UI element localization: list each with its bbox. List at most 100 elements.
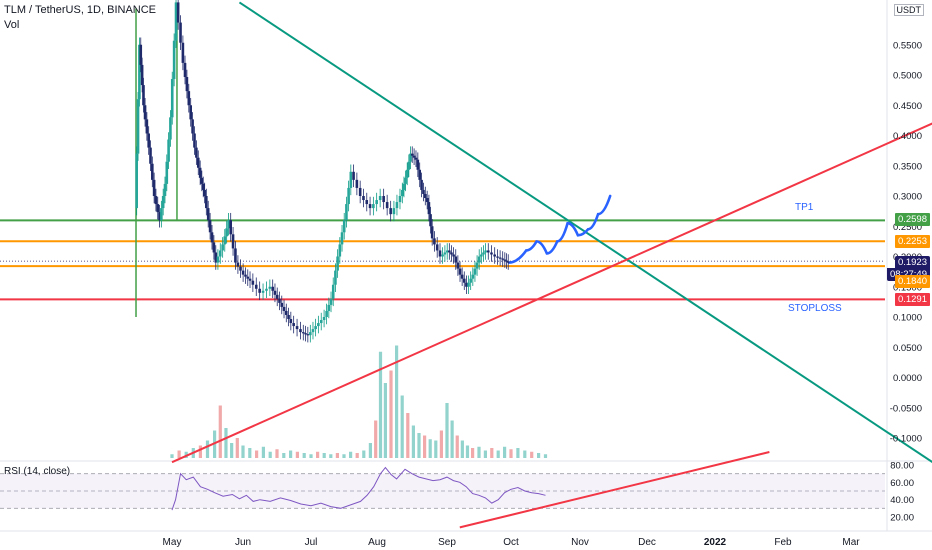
- candle-body: [424, 193, 427, 199]
- volume-bar: [543, 454, 548, 458]
- candle-body: [338, 244, 342, 257]
- candle-body: [278, 298, 281, 303]
- candle-body: [135, 153, 138, 209]
- candle-body: [317, 323, 320, 327]
- candle-body: [203, 189, 206, 196]
- candle-body: [212, 242, 216, 253]
- candle-body: [448, 250, 451, 253]
- volume-bar: [417, 433, 421, 458]
- volume-bar: [406, 413, 410, 458]
- volume-bar: [523, 450, 527, 458]
- candle-body: [201, 183, 205, 190]
- projection-path: [507, 194, 612, 264]
- candle-body: [345, 204, 348, 221]
- candle-body: [287, 314, 290, 320]
- time-tick-label: Jun: [235, 537, 251, 548]
- symbol-title[interactable]: TLM / TetherUS, 1D, BINANCE: [4, 4, 157, 16]
- volume-bar: [537, 453, 541, 458]
- time-tick-label: May: [163, 537, 182, 548]
- candle-body: [218, 250, 222, 257]
- candle-body: [295, 326, 299, 330]
- volume-bar: [465, 445, 470, 458]
- candle-body: [480, 254, 483, 257]
- candle-body: [261, 290, 265, 293]
- price-tick-label: 0.3000: [893, 192, 922, 203]
- volume-bar: [275, 449, 279, 458]
- candle-body: [392, 208, 396, 215]
- candle-body: [183, 62, 187, 78]
- volume-bar: [411, 425, 415, 458]
- time-tick-label: Aug: [368, 537, 386, 548]
- candle-body: [216, 256, 220, 263]
- volume-bar: [255, 450, 259, 458]
- volume-bar: [224, 428, 228, 458]
- currency-button[interactable]: USDT: [893, 4, 924, 16]
- candle-body: [372, 204, 375, 209]
- candle-body: [152, 179, 156, 196]
- volume-bar: [205, 440, 210, 458]
- candle-body: [140, 64, 144, 86]
- candle-body: [275, 294, 279, 299]
- candle-body: [301, 332, 305, 334]
- trend-line: [171, 122, 932, 464]
- candle-body: [462, 278, 466, 283]
- volume-bar: [460, 440, 464, 458]
- candle-body: [327, 304, 331, 311]
- volume-bar: [389, 370, 393, 458]
- candle-body: [319, 320, 323, 324]
- price-tick-label: -0.1000: [890, 434, 922, 445]
- volume-bar: [455, 435, 459, 458]
- candle-body: [179, 22, 182, 43]
- volume-bar: [268, 451, 272, 458]
- candle-body: [196, 157, 200, 168]
- candle-body: [151, 163, 154, 180]
- candle-body: [368, 204, 372, 209]
- volume-bar: [241, 445, 245, 458]
- time-tick-label: Oct: [503, 537, 519, 548]
- volume-bar: [177, 450, 181, 458]
- volume-bars: [170, 345, 548, 458]
- rsi-tick-label: 20.00: [890, 513, 914, 524]
- candle-body: [460, 274, 464, 279]
- time-tick-label: Jul: [305, 537, 318, 548]
- candle-body: [304, 333, 307, 335]
- current-price-tag: 0.1923: [894, 256, 930, 269]
- candle-body: [167, 139, 170, 162]
- candle-body: [375, 200, 378, 205]
- volume-bar: [383, 383, 387, 458]
- candle-body: [142, 85, 145, 106]
- rsi-line: [171, 466, 546, 511]
- candle-body: [471, 274, 475, 279]
- volume-bar: [509, 449, 513, 458]
- rsi-tick-label: 40.00: [890, 495, 914, 506]
- candle-body: [231, 234, 235, 249]
- candle-body: [405, 169, 409, 178]
- candle-body: [187, 91, 191, 106]
- price-series: [135, 0, 510, 343]
- candle-body: [395, 202, 399, 209]
- volume-bar: [450, 420, 454, 458]
- candle-body: [314, 326, 317, 330]
- candle-body: [486, 250, 490, 253]
- volume-bar: [378, 351, 383, 458]
- rsi-label[interactable]: RSI (14, close): [4, 466, 71, 477]
- volume-bar: [490, 448, 494, 458]
- stop-level-tag: 0.1291: [894, 293, 930, 306]
- time-tick-label: 2022: [704, 537, 727, 548]
- candle-body: [420, 179, 423, 190]
- candle-body: [227, 220, 230, 229]
- price-tick-label: 0.4000: [893, 131, 922, 142]
- candle-body: [340, 232, 344, 245]
- candle-body: [506, 261, 510, 263]
- candle-body: [208, 220, 212, 233]
- candle-body: [349, 171, 353, 188]
- volume-bar: [368, 443, 372, 458]
- candle-body: [404, 177, 407, 184]
- candle-body: [185, 77, 189, 92]
- candle-body: [454, 256, 458, 263]
- candle-body: [163, 183, 167, 196]
- candle-body: [282, 306, 286, 311]
- candle-body: [412, 155, 416, 158]
- tp-annotation: TP1: [795, 202, 814, 213]
